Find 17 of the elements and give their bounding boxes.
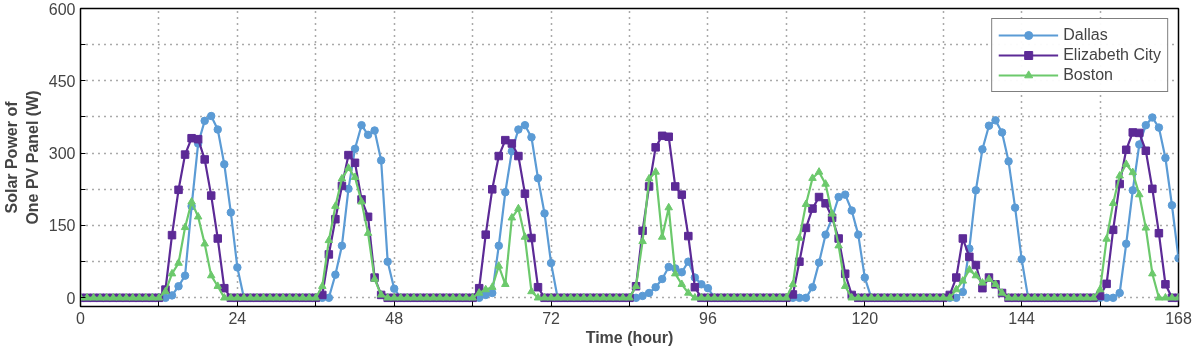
x-tick-label: 120: [851, 309, 879, 327]
x-tick-label: 96: [699, 309, 717, 327]
x-tick-label: 168: [1165, 309, 1192, 327]
y-axis-title: Solar Power of One PV Panel (W): [3, 90, 41, 225]
x-axis-title: Time (hour): [585, 328, 674, 346]
x-tick-label: 48: [385, 309, 404, 327]
legend-label: Dallas: [1063, 26, 1108, 44]
y-tick-label: 150: [48, 217, 76, 235]
legend-label: Elizabeth City: [1063, 46, 1161, 64]
y-tick-label: 0: [66, 289, 76, 307]
y-tick-label: 300: [48, 145, 76, 163]
x-tick-label: 24: [228, 309, 247, 327]
x-tick-label: 72: [542, 309, 561, 327]
legend-label: Boston: [1063, 66, 1113, 84]
y-tick-label: 600: [48, 0, 76, 18]
y-tick-label: 450: [48, 72, 76, 90]
x-tick-label: 144: [1008, 309, 1036, 327]
